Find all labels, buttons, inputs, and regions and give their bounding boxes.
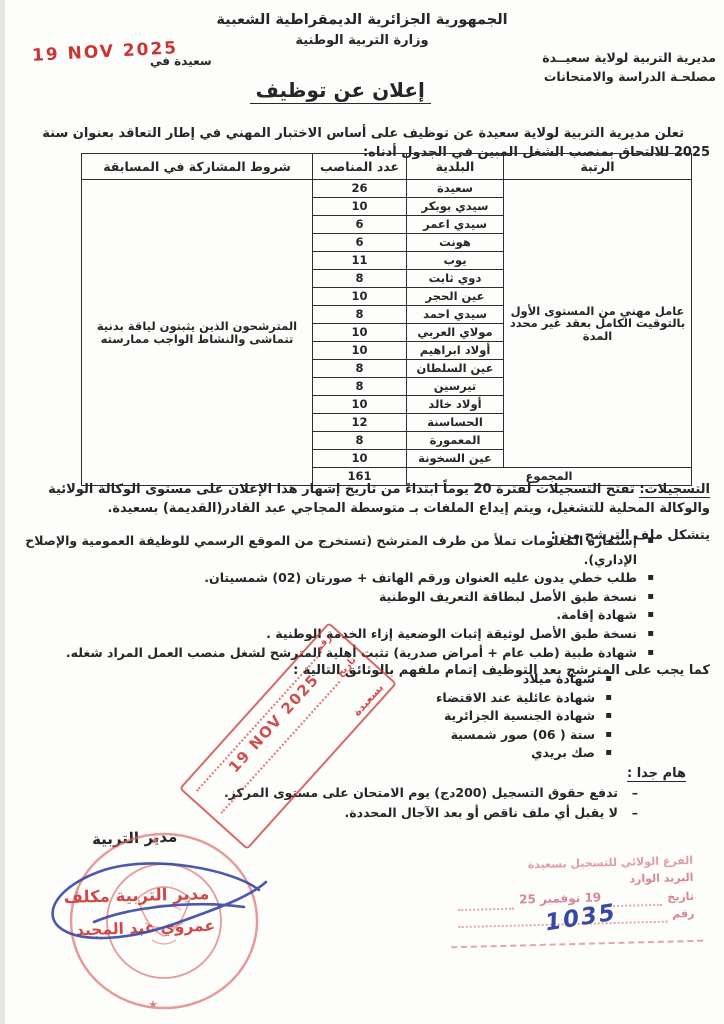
count-cell: 10 xyxy=(312,341,407,360)
table-row: عين السخونة 10 xyxy=(82,449,692,468)
table-header-row: الرتبة البلدية عدد المناصب شروط المشاركة… xyxy=(81,153,692,180)
municipality-cell: مولاي العربي xyxy=(406,323,504,342)
list-item: نسخة طبق الأصل لبطاقة التعريف الوطنية xyxy=(16,588,654,607)
seal-ring-text: الجمهورية الجزائرية الديمقراطية الشعبية … xyxy=(52,828,57,831)
seal-star-bottom: ★ xyxy=(148,998,158,1011)
table-row: سيدي احمد 8 xyxy=(82,305,692,324)
list-item: ستة ( 06) صور شمسية xyxy=(16,726,612,745)
place-date-label: سعيدة في xyxy=(150,54,212,68)
total-label-cell: المجموع xyxy=(406,467,692,486)
col-rank: الرتبة xyxy=(503,153,692,180)
table-row: هونت 6 xyxy=(82,233,692,252)
table-row: مولاي العربي 10 xyxy=(82,323,692,342)
list-item: تدفع حقوق التسجيل (200دج) يوم الامتحان ع… xyxy=(16,783,638,803)
count-cell: 8 xyxy=(312,431,407,450)
table-row: المعمورة 8 xyxy=(82,431,692,450)
list-item: إستمارة المعلومات تملأ من طرف المترشح (ت… xyxy=(16,532,654,569)
post-hire-list: شهادة ميلاد شهادة عائلية عند الاقتضاء شه… xyxy=(16,670,612,763)
receipt-date-label: تاريخ xyxy=(667,889,695,904)
table-row: عين الحجر 10 xyxy=(82,287,692,306)
municipality-cell: عين الحجر xyxy=(406,287,504,306)
count-cell: 10 xyxy=(312,449,407,468)
list-item: شهادة إقامة. xyxy=(16,606,654,625)
count-cell: 10 xyxy=(312,395,407,414)
conditions-cell: المترشحون الذين يثبتون لياقة بدنية تتماش… xyxy=(81,179,313,486)
col-municipality: البلدية xyxy=(406,153,504,180)
municipality-cell: المعمورة xyxy=(406,431,504,450)
municipality-cell: سعيدة xyxy=(406,179,504,198)
directorate-line: مديرية التربية لولاية سعيــدة xyxy=(542,50,716,65)
seal-star-top: ★ xyxy=(150,834,160,847)
important-label: هام جدا : xyxy=(626,766,686,782)
col-conditions: شروط المشاركة في المسابقة xyxy=(81,153,313,180)
municipality-cell: عين السلطان xyxy=(406,359,504,378)
table-row: سيدي بوبكر 10 xyxy=(82,197,692,216)
table-row: تيرسين 8 xyxy=(82,377,692,396)
handwritten-signature xyxy=(51,862,268,940)
dotted-line xyxy=(458,899,515,911)
list-item: لا يقبل أي ملف ناقص أو بعد الآجال المحدد… xyxy=(16,803,638,823)
table-row: الحساسنة 12 xyxy=(82,413,692,432)
municipality-cell: أولاد ابراهيم xyxy=(406,341,504,360)
ministry-title: وزارة التربية الوطنية xyxy=(295,33,429,48)
municipality-cell: أولاد خالد xyxy=(406,395,504,414)
count-cell: 10 xyxy=(312,287,407,306)
municipality-cell: يوب xyxy=(406,251,504,270)
table-row: يوب 11 xyxy=(82,251,692,270)
list-item: شهادة الجنسية الجزائرية xyxy=(16,707,612,726)
application-file-list: إستمارة المعلومات تملأ من طرف المترشح (ت… xyxy=(16,532,654,662)
table-total-row: المجموع 161 xyxy=(82,467,692,486)
receipt-number-label: رقم xyxy=(672,906,695,921)
count-cell: 6 xyxy=(312,215,407,234)
count-cell: 10 xyxy=(312,197,407,216)
col-count: عدد المناصب xyxy=(312,153,407,180)
count-cell: 8 xyxy=(312,359,407,378)
count-cell: 8 xyxy=(312,305,407,324)
list-item: شهادة ميلاد xyxy=(16,670,612,689)
count-cell: 10 xyxy=(312,323,407,342)
count-cell: 11 xyxy=(312,251,407,270)
list-item: شهادة طبية (طب عام + أمراض صدرية) تثبت أ… xyxy=(16,644,654,663)
republic-title: الجمهورية الجزائرية الديمقراطية الشعبية xyxy=(216,12,508,28)
official-seal-stamp: الجمهورية الجزائرية الديمقراطية الشعبية … xyxy=(52,828,259,1011)
registration-label: التسجيلات: xyxy=(639,482,710,498)
header-right: مديرية التربية لولاية سعيــدة مصلحـة الد… xyxy=(542,48,716,87)
municipality-cell: سيدي اعمر xyxy=(406,215,504,234)
table-row: سيدي اعمر 6 xyxy=(82,215,692,234)
count-cell: 6 xyxy=(312,233,407,252)
table-row: عامل مهني من المستوى الأول بالتوقيت الكا… xyxy=(81,179,692,486)
municipality-cell: عين السخونة xyxy=(406,449,504,468)
important-list: تدفع حقوق التسجيل (200دج) يوم الامتحان ع… xyxy=(16,783,638,823)
municipality-cell: تيرسين xyxy=(406,377,504,396)
list-item: صك بريدي xyxy=(16,744,612,763)
count-cell: 8 xyxy=(312,377,407,396)
municipality-cell: سيدي بوبكر xyxy=(406,197,504,216)
service-line: مصلحـة الدراسة والامتحانات xyxy=(543,69,716,85)
total-value-cell: 161 xyxy=(312,467,407,486)
municipality-cell: سيدي احمد xyxy=(406,305,504,324)
positions-table: الرتبة البلدية عدد المناصب شروط المشاركة… xyxy=(81,153,692,486)
rank-cell: عامل مهني من المستوى الأول بالتوقيت الكا… xyxy=(503,179,692,468)
registration-text: تفتح التسجيلات لفترة 20 يوماً ابتداءً من… xyxy=(48,482,710,516)
scan-edge xyxy=(0,0,5,1024)
registration-paragraph: التسجيلات: تفتح التسجيلات لفترة 20 يوماً… xyxy=(14,481,710,519)
municipality-cell: هونت xyxy=(406,233,504,252)
count-cell: 8 xyxy=(312,269,407,288)
table-row: عين السلطان 8 xyxy=(82,359,692,378)
receipt-stamp: الفرع الولائي للتسجيل بسعيدة البريد الوا… xyxy=(448,849,704,949)
count-cell: 12 xyxy=(312,413,407,432)
list-item: شهادة عائلية عند الاقتضاء xyxy=(16,689,612,708)
document-title: إعلان عن توظيف xyxy=(0,78,681,104)
municipality-cell: الحساسنة xyxy=(406,413,504,432)
municipality-cell: دوي ثابت xyxy=(406,269,504,288)
header-center: الجمهورية الجزائرية الديمقراطية الشعبية … xyxy=(0,12,724,48)
list-item: طلب خطي يدون عليه العنوان ورقم الهاتف + … xyxy=(16,569,654,588)
list-item: نسخة طبق الأصل لوثيقة إثبات الوضعية إزاء… xyxy=(16,625,654,644)
count-cell: 26 xyxy=(312,179,407,198)
